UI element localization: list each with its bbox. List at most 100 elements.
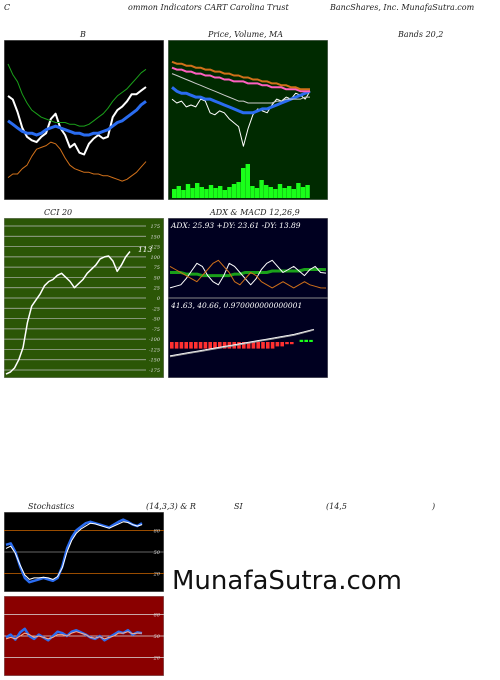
- macd-values-label: 41.63, 40.66, 0.970000000000001: [170, 301, 302, 310]
- macd-histogram-bar: [222, 342, 227, 349]
- cci-tick-label: -75: [152, 327, 160, 333]
- volume-bar: [250, 186, 255, 198]
- macd-histogram-bar: [256, 342, 260, 349]
- macd-histogram-bar: [170, 342, 174, 349]
- bollinger-background: [4, 40, 164, 200]
- cci-tick-label: -125: [149, 347, 160, 353]
- volume-bar: [218, 186, 223, 198]
- adx-background: [168, 218, 328, 298]
- ma-longer-line: [171, 60, 310, 91]
- middle-band-line: [7, 100, 147, 137]
- volume-bar: [282, 188, 287, 198]
- volume-bar: [245, 164, 250, 198]
- macd-histogram-bar: [194, 342, 198, 349]
- macd-histogram-bar: [280, 342, 284, 347]
- cci-tick-label: 75: [154, 265, 160, 271]
- volume-bar: [291, 189, 296, 198]
- macd-histogram-bar: [309, 339, 313, 342]
- minus-dy-line: [169, 259, 327, 289]
- title-rsi: SI: [234, 502, 243, 511]
- cci-tick-label: -175: [149, 368, 160, 374]
- plus-dy-line: [169, 259, 327, 289]
- volume-bar: [190, 188, 195, 198]
- macd-histogram-bar: [266, 342, 270, 349]
- title-stoch-params: (14,3,3) & R: [146, 502, 196, 511]
- volume-bar: [236, 182, 241, 198]
- volume-bar: [195, 183, 200, 198]
- volume-bar: [213, 188, 218, 198]
- volume-bar: [259, 180, 264, 198]
- title-price: Price, Volume, MA: [208, 30, 284, 39]
- title-rsi-params: (14,5: [326, 502, 347, 511]
- macd-histogram-bar: [275, 342, 280, 347]
- volume-bar: [241, 168, 246, 198]
- stoch-k-line: [5, 518, 143, 584]
- cci-tick-label: 100: [150, 255, 160, 261]
- lower-band-line: [7, 141, 147, 182]
- stoch-tick-label: 80: [154, 528, 161, 534]
- header-title: ommon Indicators CART Carolina Trust: [128, 3, 289, 12]
- macd-histogram-bar: [285, 342, 289, 345]
- title-bands: Bands 20,2: [398, 30, 444, 39]
- volume-bar: [273, 189, 278, 198]
- watermark: MunafaSutra.com: [172, 566, 403, 596]
- adx-line: [170, 268, 327, 278]
- title-cci: CCI 20: [44, 208, 73, 217]
- volume-bar: [227, 187, 232, 198]
- cci-tick-label: -100: [149, 337, 161, 343]
- cci-value-label: 113: [138, 245, 153, 254]
- macd-histogram-bar: [179, 342, 184, 349]
- macd-histogram-bar: [299, 339, 304, 342]
- cci-tick-label: 175: [150, 224, 160, 230]
- macd-histogram-bar: [203, 342, 208, 349]
- macd-histogram-bar: [251, 342, 256, 349]
- macd-histogram-bar: [290, 342, 294, 345]
- cci-tick-label: -150: [149, 358, 161, 364]
- volume-bar: [181, 190, 186, 198]
- volume-bar: [268, 187, 273, 198]
- cci-panel: 175 150 125 100 75 50 25 0 -25 -50 -75 -100 -125 -150…: [4, 218, 164, 378]
- adx-values-label: ADX: 25.93 +DY: 23.61 -DY: 13.89: [170, 221, 301, 230]
- cci-line: [5, 251, 131, 375]
- stoch-tick-label: 20: [153, 572, 161, 578]
- price-line: [171, 90, 311, 147]
- volume-bar: [231, 184, 237, 198]
- stoch-tick-label: 50: [154, 550, 161, 556]
- volume-bar: [208, 185, 214, 198]
- volume-bar: [296, 183, 301, 198]
- volume-bar: [172, 189, 177, 198]
- macd-histogram-bar: [189, 342, 193, 349]
- volume-bar: [305, 185, 310, 198]
- macd-histogram-bar: [242, 342, 246, 349]
- volume-bar: [277, 184, 283, 198]
- volume-bar: [287, 186, 292, 198]
- cci-tick-label: 25: [153, 286, 160, 292]
- title-rsi-close: ): [432, 502, 436, 511]
- volume-bar: [264, 185, 269, 198]
- header-site: BancShares, Inc. MunafaSutra.com: [330, 3, 475, 12]
- macd-histogram-bar: [261, 342, 265, 349]
- macd-background: [168, 298, 328, 378]
- close-price-line: [7, 86, 147, 156]
- volume-bar: [300, 187, 306, 198]
- bollinger-panel: [4, 40, 164, 200]
- cci-tick-label: 150: [150, 234, 160, 240]
- volume-bar: [222, 190, 227, 198]
- macd-histogram-bar: [270, 342, 275, 349]
- macd-histogram-bar: [246, 342, 251, 349]
- stoch-d-line: [5, 521, 143, 580]
- title-stoch: Stochastics: [28, 502, 75, 511]
- ma-short-line: [171, 86, 311, 115]
- cci-tick-label: -25: [152, 306, 160, 312]
- volume-bar: [199, 187, 204, 198]
- cci-tick-label: -50: [152, 317, 161, 323]
- header-left: C: [4, 3, 11, 12]
- rsi-panel: 80 50 20: [4, 596, 164, 676]
- rsi-tick-label: 50: [154, 634, 161, 640]
- macd-histogram-bar: [304, 339, 308, 342]
- macd-panel: 41.63, 40.66, 0.970000000000001: [168, 298, 328, 378]
- macd-histogram-bar: [184, 342, 188, 349]
- cci-tick-label: 50: [154, 275, 161, 281]
- macd-line: [169, 328, 315, 357]
- upper-band-line: [7, 63, 147, 127]
